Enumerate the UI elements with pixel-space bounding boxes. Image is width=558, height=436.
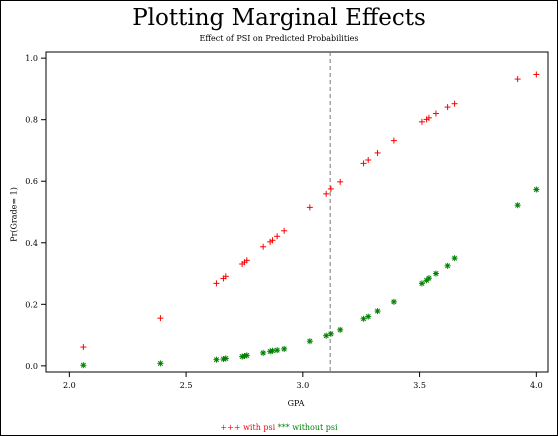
x-tick-label: 2.0 (63, 381, 76, 390)
legend-nopsi-marker: *** (277, 423, 290, 432)
with-psi-point (327, 185, 334, 192)
with-psi-point (533, 71, 540, 78)
with-psi-point (365, 157, 372, 163)
with-psi-point (451, 100, 458, 107)
without-psi-point (243, 352, 250, 359)
without-psi-point (213, 356, 220, 363)
plot-area (45, 51, 549, 373)
with-psi-point (444, 104, 451, 111)
legend-psi-label: with psi (243, 423, 276, 432)
without-psi-point (222, 355, 229, 362)
x-tick-label: 3.5 (413, 381, 426, 390)
without-psi-point (425, 275, 432, 282)
without-psi-point (444, 262, 451, 269)
legend-psi-marker: +++ (220, 423, 241, 432)
x-axis-label: GPA (287, 399, 305, 408)
without-psi-point (365, 313, 372, 320)
without-psi-point (451, 255, 458, 262)
with-psi-point (80, 344, 87, 351)
with-psi-point (281, 227, 288, 234)
without-psi-point (274, 347, 281, 354)
without-psi-point (390, 298, 397, 305)
with-psi-point (425, 114, 432, 121)
x-tick-label: 2.5 (180, 381, 193, 390)
without-psi-point (260, 349, 267, 356)
y-tick-label: 1.0 (25, 54, 38, 63)
without-psi-point (418, 280, 425, 287)
with-psi-point (432, 110, 439, 117)
with-psi-point (213, 280, 220, 287)
without-psi-point (306, 338, 313, 345)
legend-nopsi-label: without psi (292, 423, 338, 432)
y-tick-label: 0.2 (25, 300, 38, 309)
y-tick-label: 0.4 (25, 239, 38, 248)
chart-title: Plotting Marginal Effects (132, 5, 426, 31)
without-psi-point (360, 315, 367, 322)
with-psi-point (306, 204, 313, 211)
without-psi-point (80, 362, 87, 369)
with-psi-point (374, 149, 381, 156)
x-tick-label: 4.0 (530, 381, 543, 390)
with-psi-point (390, 137, 397, 144)
with-psi-point (323, 190, 330, 197)
without-psi-point (374, 308, 381, 315)
without-psi-point (327, 330, 334, 337)
with-psi-point (360, 160, 367, 167)
with-psi-point (222, 273, 229, 280)
y-tick-label: 0.6 (25, 177, 38, 186)
without-psi-point (269, 347, 276, 354)
with-psi-point (274, 233, 281, 240)
y-tick-label: 0.0 (25, 362, 38, 371)
with-psi-point (418, 118, 425, 125)
without-psi-point (514, 202, 521, 209)
with-psi-point (260, 243, 267, 250)
with-psi-point (337, 178, 344, 185)
legend: +++ with psi *** without psi (0, 423, 558, 432)
without-psi-point (323, 332, 330, 339)
without-psi-point (337, 326, 344, 333)
with-psi-point (243, 257, 250, 264)
without-psi-point (281, 345, 288, 352)
x-tick-label: 3.0 (296, 381, 309, 390)
with-psi-point (269, 237, 276, 244)
with-psi-point (514, 76, 521, 83)
without-psi-point (157, 360, 164, 367)
with-psi-point (157, 315, 164, 322)
chart-subtitle: Effect of PSI on Predicted Probabilities (199, 34, 359, 43)
y-tick-label: 0.8 (25, 116, 38, 125)
without-psi-point (533, 186, 540, 193)
without-psi-point (432, 270, 439, 277)
